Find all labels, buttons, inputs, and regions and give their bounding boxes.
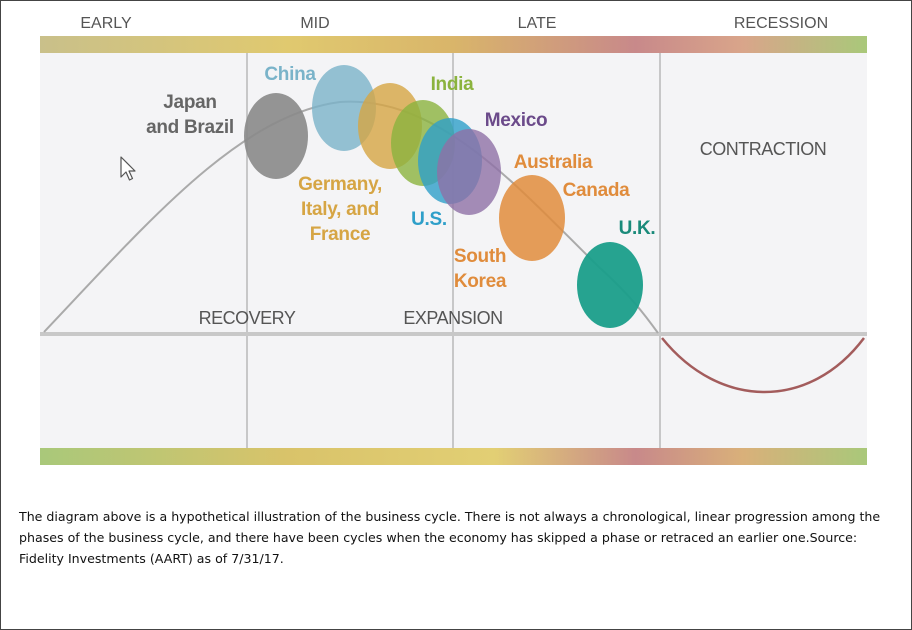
phase-label-mid: MID <box>300 15 329 32</box>
country-label-korea: Korea <box>454 271 507 292</box>
circle-uk <box>577 242 643 328</box>
phase-label-late: LATE <box>518 15 557 32</box>
figure-caption: The diagram above is a hypothetical illu… <box>19 509 881 566</box>
country-label-japan: Japan <box>163 92 216 113</box>
recession-curve <box>661 337 865 394</box>
country-label-france: France <box>310 224 371 245</box>
country-label-south: South <box>454 246 506 267</box>
country-label-us: U.S. <box>411 209 447 230</box>
bottom-color-band <box>40 448 867 465</box>
top-color-band <box>40 36 867 53</box>
circle-australia-canada <box>499 175 565 261</box>
country-label-uk: U.K. <box>619 218 656 239</box>
phase-label-early: EARLY <box>80 15 132 32</box>
region-label-contraction: CONTRACTION <box>700 139 827 159</box>
mouse-cursor-icon <box>120 156 136 181</box>
country-label-italy-and: Italy, and <box>301 199 379 220</box>
country-label-canada: Canada <box>563 180 631 201</box>
business-cycle-diagram: EARLY MID LATE RECESSION CONTRACTION REC… <box>40 15 867 465</box>
circle-japan-brazil <box>244 93 308 179</box>
circle-mexico <box>437 129 501 215</box>
country-label-mexico: Mexico <box>485 110 548 131</box>
region-label-recovery: RECOVERY <box>199 308 296 328</box>
country-label-australia: Australia <box>514 152 593 173</box>
country-label-germany: Germany, <box>298 174 382 195</box>
country-label-china: China <box>264 64 316 85</box>
country-label-and-brazil: and Brazil <box>146 117 234 138</box>
phase-label-recession: RECESSION <box>734 15 828 32</box>
country-label-india: India <box>431 74 475 95</box>
region-label-expansion: EXPANSION <box>403 308 502 328</box>
